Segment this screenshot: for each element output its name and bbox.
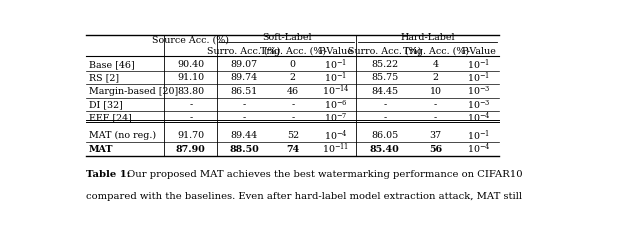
Text: Trig. Acc. (%): Trig. Acc. (%) — [403, 46, 468, 56]
Text: $10^{-1}$: $10^{-1}$ — [324, 57, 348, 72]
Text: 89.07: 89.07 — [230, 60, 257, 69]
Text: 86.05: 86.05 — [371, 131, 399, 140]
Text: EEF [24]: EEF [24] — [89, 113, 132, 122]
Text: -: - — [383, 100, 387, 109]
Text: $10^{-3}$: $10^{-3}$ — [467, 85, 490, 97]
Text: $10^{-1}$: $10^{-1}$ — [467, 70, 490, 85]
Text: $10^{-1}$: $10^{-1}$ — [324, 70, 348, 85]
Text: -: - — [434, 100, 437, 109]
Text: 4: 4 — [433, 60, 438, 69]
Text: 85.75: 85.75 — [371, 73, 399, 82]
Text: $10^{-7}$: $10^{-7}$ — [324, 111, 348, 124]
Text: 83.80: 83.80 — [177, 87, 204, 96]
Text: 2: 2 — [433, 73, 438, 82]
Text: 89.74: 89.74 — [230, 73, 257, 82]
Text: Our proposed MAT achieves the best watermarking performance on CIFAR10: Our proposed MAT achieves the best water… — [124, 170, 522, 179]
Text: -: - — [434, 113, 437, 122]
Text: Surro. Acc. (%): Surro. Acc. (%) — [207, 46, 280, 55]
Text: 2: 2 — [290, 73, 296, 82]
Text: Hard-Label: Hard-Label — [401, 33, 455, 42]
Text: Surro. Acc. (%): Surro. Acc. (%) — [348, 46, 422, 55]
Text: Base [46]: Base [46] — [89, 60, 134, 69]
Text: 56: 56 — [429, 145, 442, 154]
Text: 85.40: 85.40 — [370, 145, 399, 154]
Text: 46: 46 — [287, 87, 299, 96]
Text: 90.40: 90.40 — [177, 60, 204, 69]
Text: 37: 37 — [429, 131, 442, 140]
Text: 52: 52 — [287, 131, 299, 140]
Text: $10^{-1}$: $10^{-1}$ — [467, 57, 490, 72]
Text: 10: 10 — [429, 87, 442, 96]
Text: -: - — [189, 100, 193, 109]
Text: Soft-Label: Soft-Label — [262, 33, 312, 42]
Text: MAT (no reg.): MAT (no reg.) — [89, 131, 156, 140]
Text: MAT: MAT — [89, 145, 113, 154]
Text: 85.22: 85.22 — [371, 60, 398, 69]
Text: 74: 74 — [286, 145, 300, 154]
Text: compared with the baselines. Even after hard-label model extraction attack, MAT : compared with the baselines. Even after … — [86, 192, 522, 201]
Text: Source Acc. (%): Source Acc. (%) — [152, 36, 229, 45]
Text: $10^{-4}$: $10^{-4}$ — [467, 142, 490, 156]
Text: 86.51: 86.51 — [230, 87, 257, 96]
Text: Margin-based [20]: Margin-based [20] — [89, 87, 178, 96]
Text: Trig. Acc. (%): Trig. Acc. (%) — [260, 46, 326, 56]
Text: 0: 0 — [290, 60, 296, 69]
Text: P-Value: P-Value — [461, 46, 496, 55]
Text: DI [32]: DI [32] — [89, 100, 123, 109]
Text: -: - — [291, 100, 294, 109]
Text: 89.44: 89.44 — [230, 131, 257, 140]
Text: Table 1:: Table 1: — [86, 170, 131, 179]
Text: $10^{-11}$: $10^{-11}$ — [322, 142, 349, 156]
Text: -: - — [189, 113, 193, 122]
Text: 91.70: 91.70 — [177, 131, 204, 140]
Text: $10^{-1}$: $10^{-1}$ — [467, 128, 490, 143]
Text: 87.90: 87.90 — [176, 145, 205, 154]
Text: 88.50: 88.50 — [229, 145, 259, 154]
Text: $10^{-14}$: $10^{-14}$ — [322, 84, 349, 98]
Text: $10^{-6}$: $10^{-6}$ — [324, 98, 348, 111]
Text: $10^{-4}$: $10^{-4}$ — [467, 110, 490, 125]
Text: RS [2]: RS [2] — [89, 73, 119, 82]
Text: $10^{-4}$: $10^{-4}$ — [324, 128, 348, 143]
Text: $10^{-3}$: $10^{-3}$ — [467, 98, 490, 111]
Text: P-Value: P-Value — [318, 46, 353, 55]
Text: 84.45: 84.45 — [371, 87, 398, 96]
Text: -: - — [291, 113, 294, 122]
Text: -: - — [243, 113, 246, 122]
Text: -: - — [243, 100, 246, 109]
Text: 91.10: 91.10 — [177, 73, 204, 82]
Text: -: - — [383, 113, 387, 122]
